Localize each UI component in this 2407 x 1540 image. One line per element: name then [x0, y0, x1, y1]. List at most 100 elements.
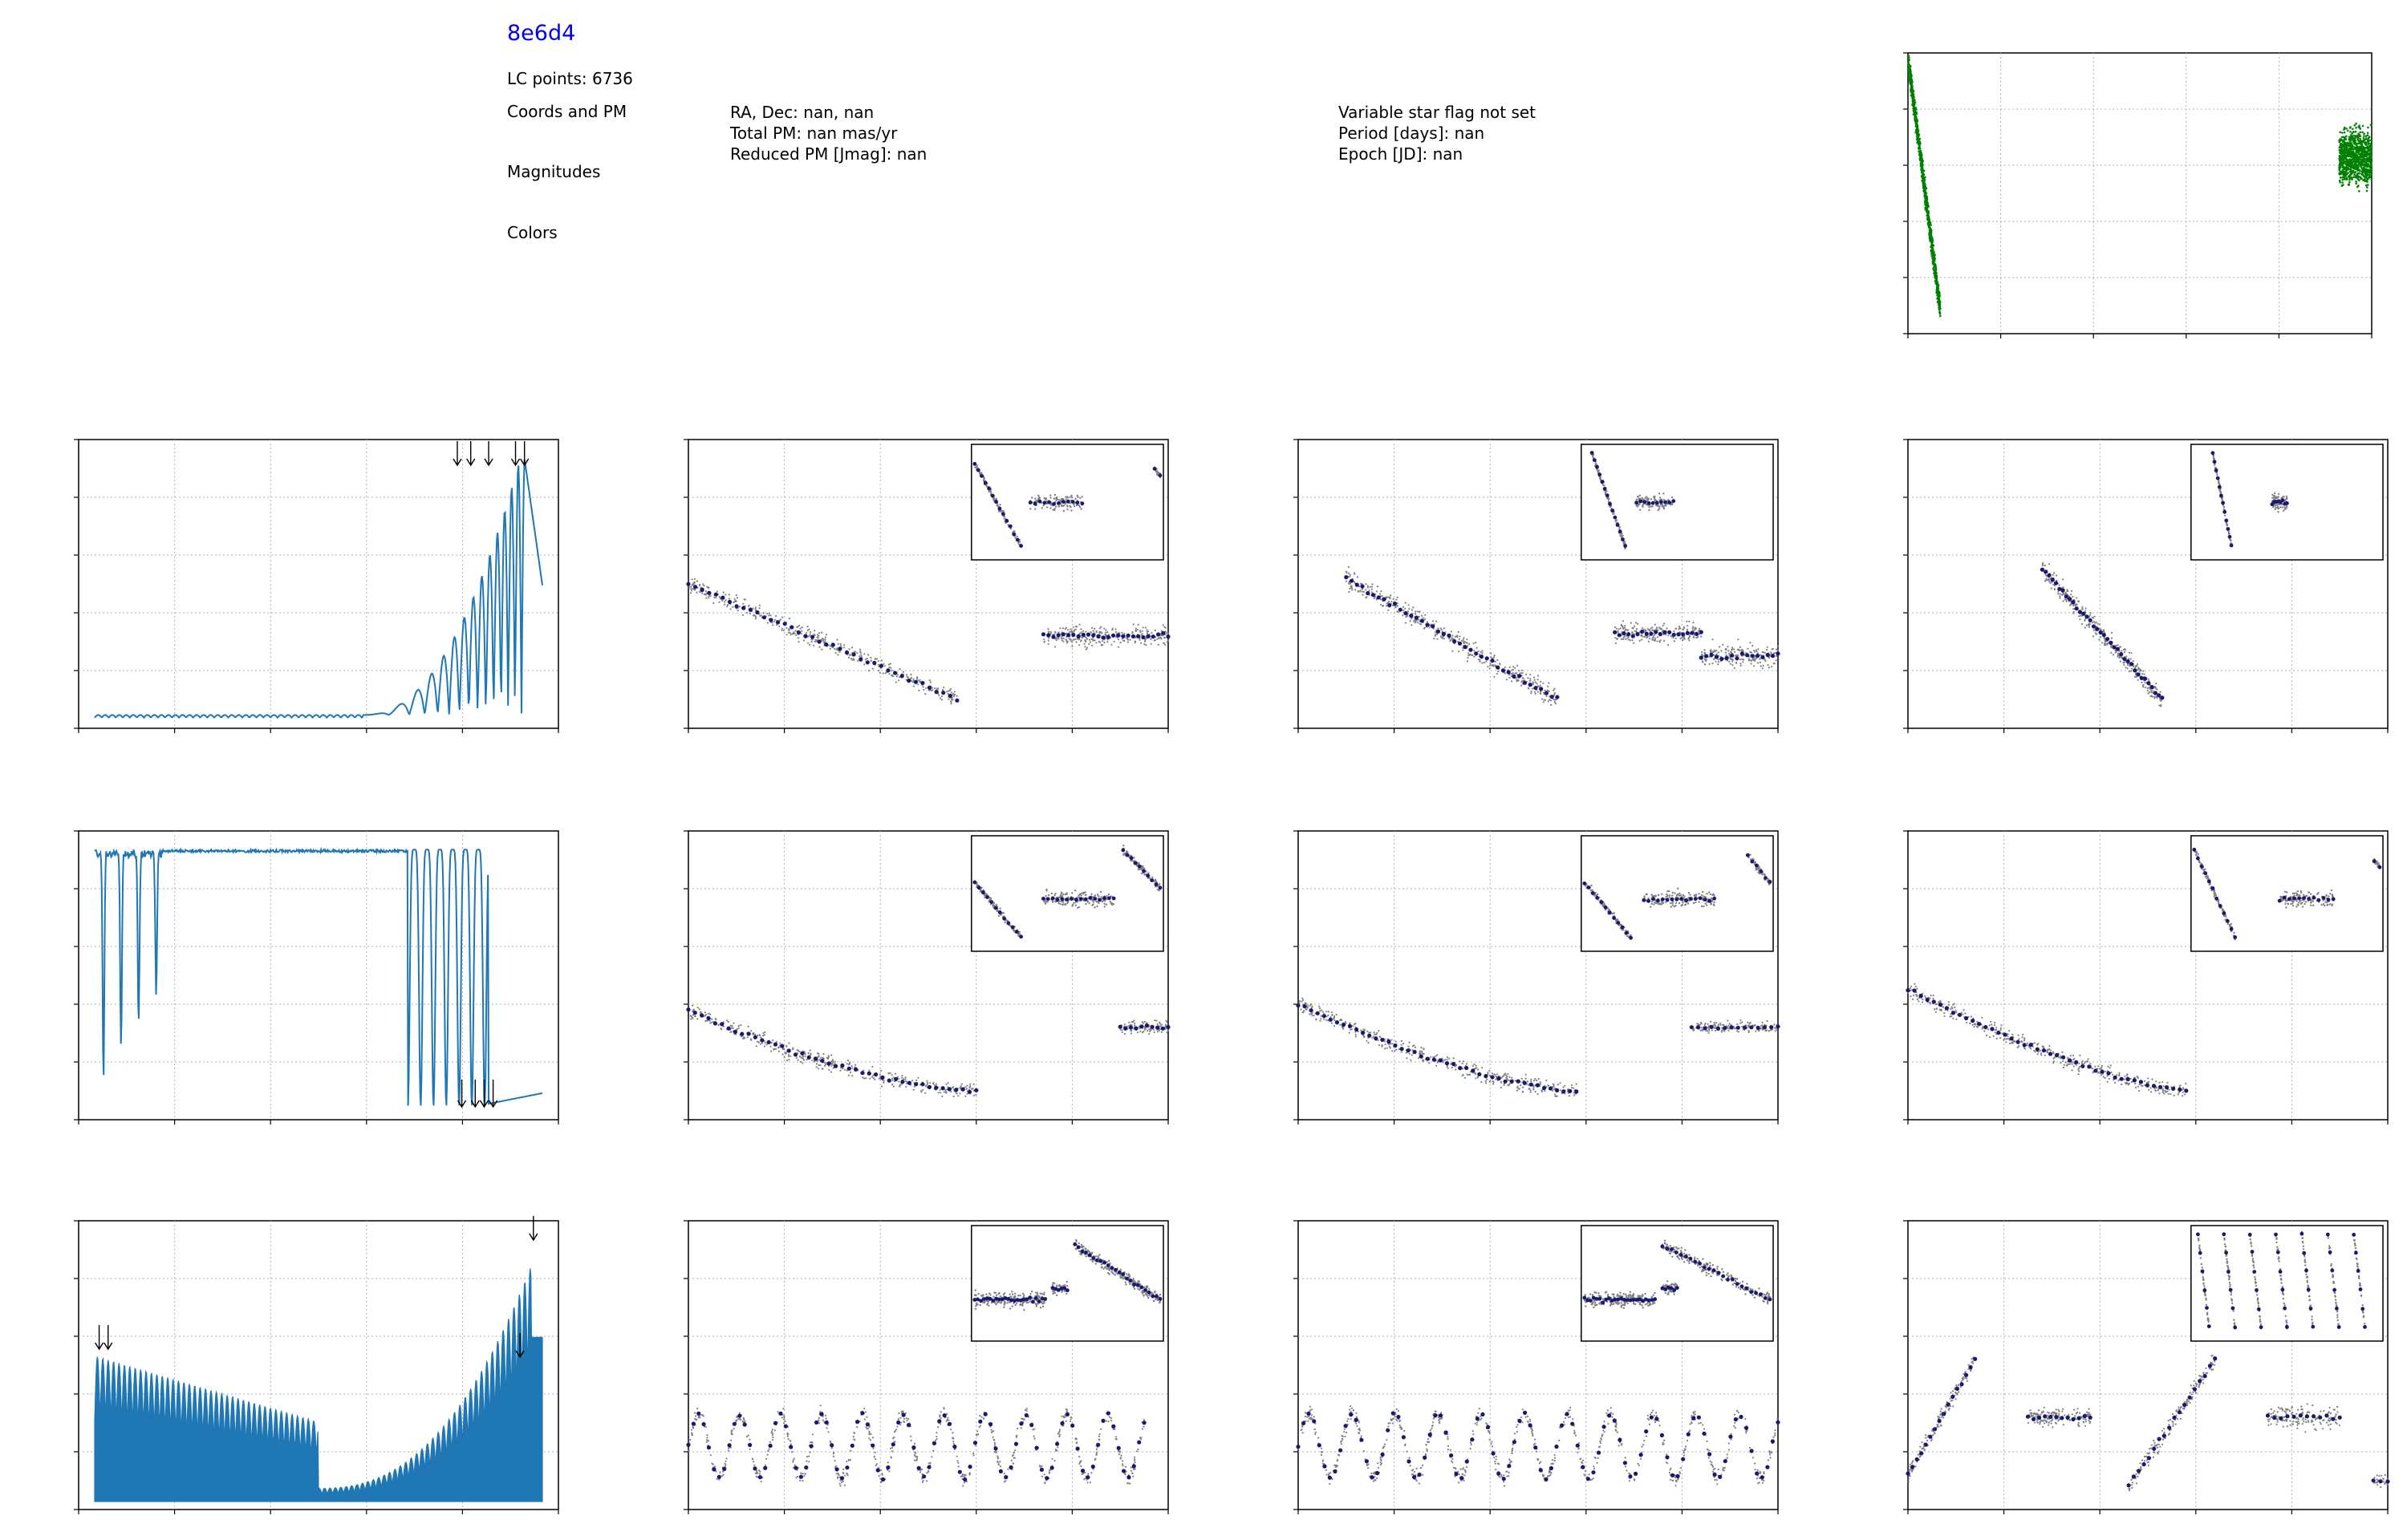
- inset-raw-point: [1605, 489, 1608, 492]
- lc-point: [2340, 152, 2343, 156]
- raw-point: [1075, 641, 1078, 643]
- raw-point: [1349, 573, 1351, 576]
- raw-point: [1369, 586, 1371, 588]
- raw-point: [1754, 659, 1756, 662]
- raw-point: [1080, 628, 1082, 630]
- binned-point: [1370, 593, 1376, 598]
- raw-point: [809, 633, 811, 635]
- raw-point: [1543, 691, 1545, 694]
- raw-point: [1622, 620, 1625, 622]
- lc-point: [2365, 189, 2368, 192]
- raw-point: [2153, 697, 2156, 699]
- raw-point: [2146, 687, 2149, 690]
- lc-point: [1938, 300, 1941, 303]
- raw-point: [843, 644, 846, 646]
- inset-raw-point: [1650, 498, 1653, 500]
- lc-point: [1916, 136, 1919, 138]
- raw-point: [1386, 605, 1388, 607]
- raw-point: [1737, 638, 1739, 641]
- binned-point: [2081, 611, 2086, 616]
- inset-raw-point: [1055, 499, 1057, 501]
- raw-point: [917, 679, 919, 682]
- inset-raw-point: [1658, 492, 1661, 495]
- raw-point: [1733, 648, 1735, 650]
- lc-point: [2346, 161, 2348, 164]
- binned-point: [1644, 631, 1649, 636]
- raw-point: [696, 1018, 699, 1020]
- raw-point: [1043, 638, 1045, 641]
- lc-point: [2354, 160, 2356, 163]
- raw-point: [1151, 631, 1153, 634]
- lc-point: [2345, 135, 2348, 138]
- raw-point: [1703, 658, 1706, 660]
- raw-point: [821, 631, 823, 634]
- raw-point: [1404, 607, 1406, 610]
- raw-point: [1547, 700, 1549, 703]
- lc-point: [1922, 169, 1926, 172]
- raw-point: [2084, 607, 2087, 610]
- raw-point: [2074, 605, 2076, 607]
- raw-point: [2142, 670, 2145, 672]
- lc-point: [2369, 124, 2372, 126]
- lc-point: [2350, 164, 2352, 167]
- raw-point: [1477, 659, 1480, 661]
- raw-point: [1122, 639, 1125, 642]
- raw-point: [950, 703, 952, 705]
- raw-point: [1100, 626, 1102, 628]
- binned-point: [769, 618, 773, 622]
- raw-point: [702, 583, 704, 586]
- binned-point: [789, 625, 794, 630]
- raw-point: [1511, 680, 1513, 683]
- light-curve-panel: [1894, 47, 2375, 343]
- lc-point: [1909, 65, 1912, 67]
- lc-point: [2363, 135, 2365, 137]
- binned-point: [1121, 634, 1126, 638]
- raw-point: [766, 622, 769, 624]
- binned-point: [1730, 653, 1735, 658]
- inset-raw-point: [2221, 499, 2223, 501]
- raw-point: [1626, 629, 1629, 631]
- raw-point: [1417, 618, 1419, 621]
- raw-point: [2045, 578, 2048, 580]
- raw-point: [1451, 638, 1454, 640]
- raw-point: [912, 685, 915, 687]
- raw-point: [1076, 638, 1078, 640]
- raw-point: [1715, 649, 1718, 651]
- raw-point: [842, 646, 845, 649]
- raw-point: [1095, 642, 1098, 644]
- lc-point: [2367, 169, 2369, 172]
- raw-point: [2126, 667, 2129, 670]
- header: 8e6d4 LC points: 6736 Coords and PM Magn…: [0, 0, 2407, 417]
- binned-point: [907, 679, 911, 683]
- binned-point: [1771, 654, 1776, 659]
- inset-raw-point: [1642, 498, 1644, 500]
- lc-point: [2352, 139, 2356, 142]
- lc-point: [2341, 176, 2344, 179]
- raw-point: [742, 602, 745, 605]
- binned-point: [1441, 631, 1446, 637]
- lc-point: [2351, 128, 2354, 131]
- inset-binned-point: [1047, 500, 1052, 505]
- raw-point: [890, 663, 892, 665]
- lc-point: [2368, 145, 2372, 148]
- raw-point: [2127, 664, 2129, 667]
- raw-point: [2160, 699, 2162, 702]
- raw-point: [1415, 613, 1417, 615]
- raw-point: [1431, 620, 1435, 622]
- inset-binned-point: [1667, 500, 1672, 505]
- binned-point: [2088, 618, 2092, 622]
- raw-point: [854, 650, 856, 653]
- raw-point: [1492, 665, 1495, 667]
- raw-point: [1396, 605, 1398, 607]
- raw-point: [879, 671, 881, 674]
- lc-point: [1921, 176, 1924, 179]
- inset-raw-point: [1069, 496, 1071, 498]
- raw-point: [817, 1068, 820, 1070]
- raw-point: [910, 673, 912, 676]
- binned-point: [2040, 567, 2044, 572]
- binned-point: [1555, 695, 1560, 699]
- raw-point: [1710, 650, 1712, 654]
- raw-point: [1686, 620, 1688, 622]
- lc-point: [1913, 95, 1915, 99]
- binned-point: [1387, 603, 1392, 608]
